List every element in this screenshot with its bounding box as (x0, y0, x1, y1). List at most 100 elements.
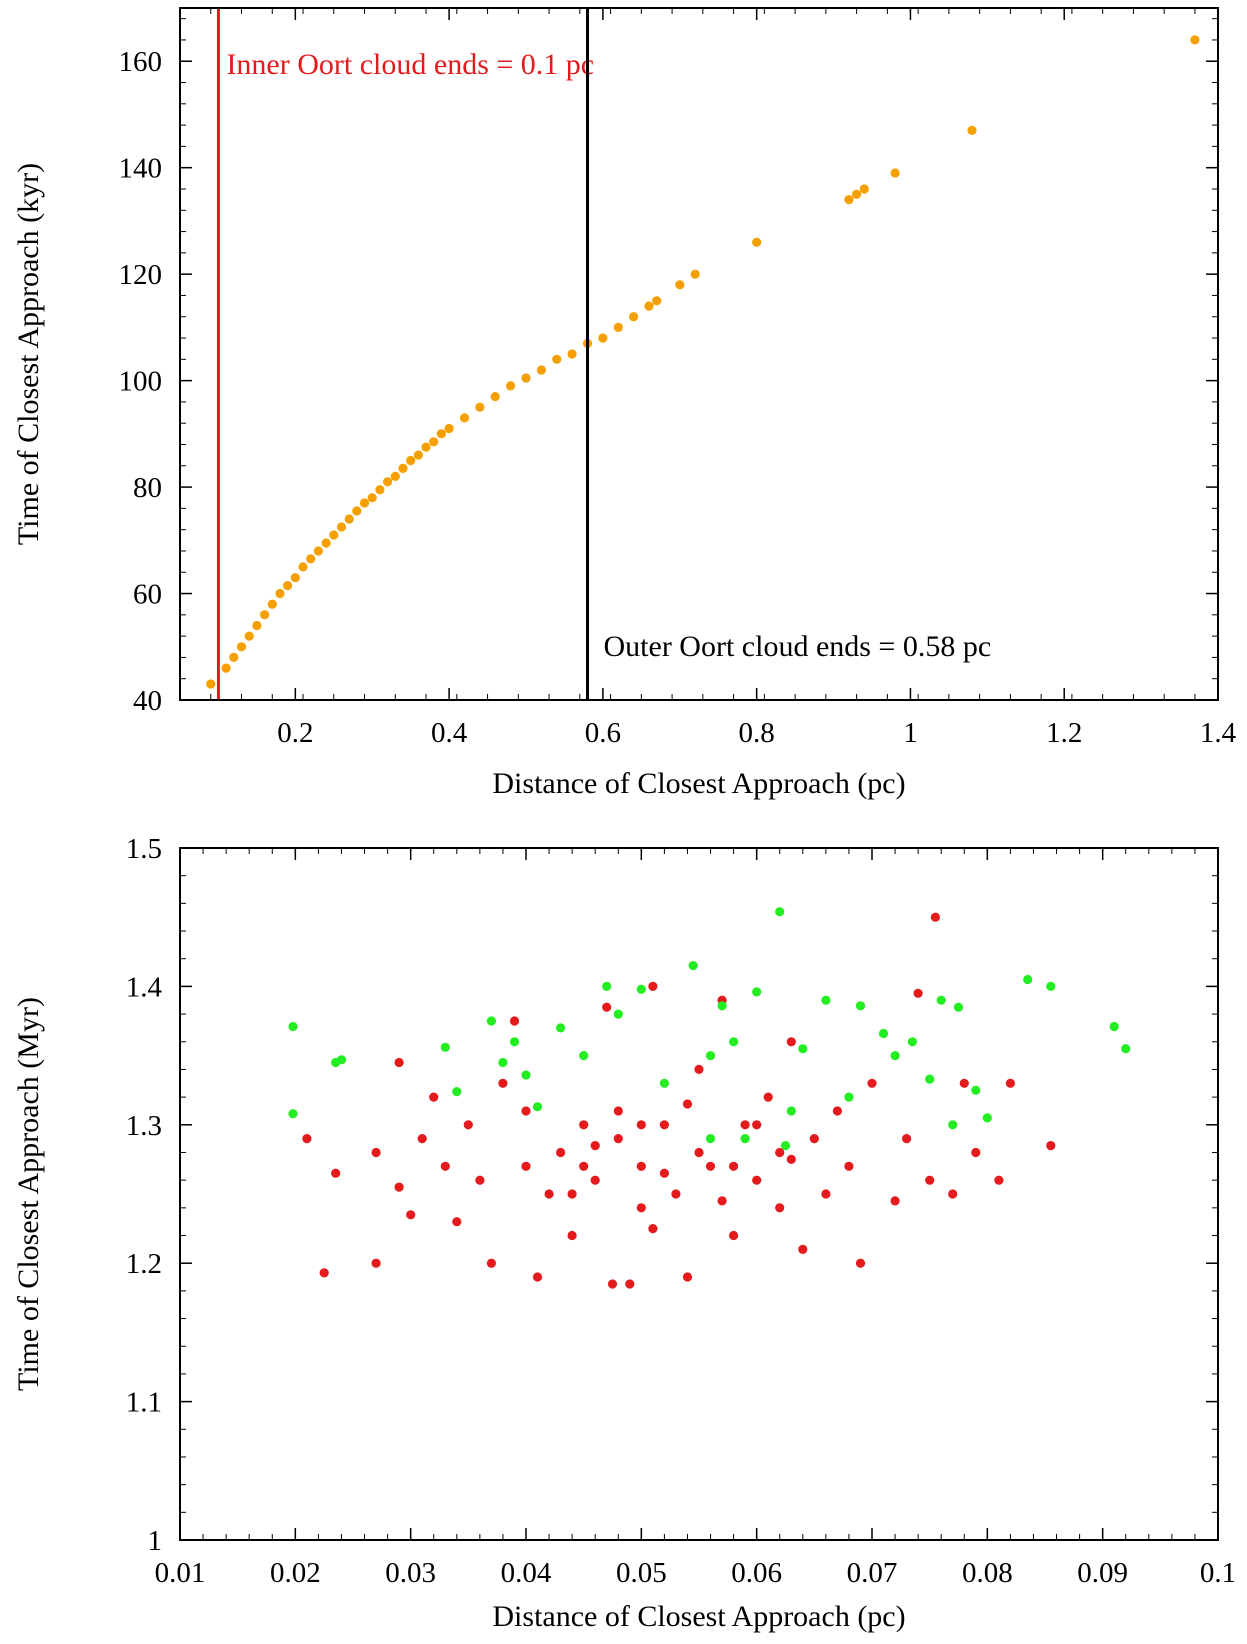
data-point (844, 1161, 854, 1171)
data-point (436, 429, 446, 439)
data-point (971, 1147, 981, 1158)
points-group (206, 35, 1200, 689)
data-point (613, 1106, 623, 1116)
data-point (959, 1078, 969, 1088)
data-point (579, 1051, 589, 1061)
x-tick-label: 0.1 (1200, 1557, 1236, 1589)
data-point (556, 1147, 566, 1158)
data-point (302, 1134, 312, 1144)
data-point (440, 1161, 450, 1171)
data-point (498, 1078, 508, 1088)
data-point (682, 1099, 693, 1109)
data-point (948, 1189, 958, 1199)
data-point (694, 1147, 704, 1158)
data-point (913, 988, 923, 998)
data-point (729, 1230, 739, 1241)
data-point (444, 423, 454, 434)
data-point (319, 1268, 329, 1278)
data-point (275, 588, 285, 599)
data-point (298, 562, 308, 572)
data-point (930, 912, 941, 922)
data-point (344, 514, 354, 524)
data-point (283, 581, 293, 591)
x-tick-label: 0.03 (385, 1557, 436, 1589)
data-point (953, 1002, 964, 1012)
data-point (982, 1113, 992, 1123)
data-point (878, 1028, 889, 1039)
data-point (936, 995, 946, 1005)
data-point (544, 1189, 554, 1199)
chart-distance-vs-time-myr: 0.01 0.02 0.03 0.04 0.05 0.06 0.07 0.08 0.09 0.1 1… (12, 833, 1236, 1633)
data-point (688, 961, 698, 971)
data-point (971, 1085, 981, 1095)
data-point (636, 1161, 646, 1171)
data-point (786, 1037, 796, 1047)
data-point (390, 471, 400, 481)
data-point (486, 1258, 496, 1268)
data-point (671, 1189, 681, 1199)
data-point (1109, 1021, 1119, 1032)
data-point (406, 455, 416, 466)
y-tick-label: 1.1 (126, 1387, 162, 1419)
y-tick-label: 60 (133, 579, 162, 611)
data-point (567, 349, 577, 359)
data-point (509, 1037, 520, 1047)
data-point (682, 1272, 693, 1282)
data-point (398, 463, 408, 473)
data-point (867, 1078, 877, 1088)
y-tick-label: 100 (119, 366, 163, 398)
reference-line-label: Outer Oort cloud ends = 0.58 pc (604, 630, 992, 663)
data-point (659, 1168, 670, 1178)
x-tick-label: 0.08 (962, 1557, 1013, 1589)
plot-frame (179, 847, 1219, 1541)
data-point (313, 546, 323, 556)
data-point (648, 981, 658, 992)
data-point (636, 1120, 646, 1130)
data-point (475, 1175, 485, 1185)
data-point (206, 679, 216, 689)
data-point (440, 1042, 450, 1052)
data-point (690, 269, 700, 279)
data-point (636, 984, 646, 994)
data-point (486, 1016, 496, 1026)
data-point (498, 1057, 508, 1068)
data-point (775, 907, 785, 917)
data-point (521, 1161, 531, 1171)
data-point (740, 1134, 750, 1144)
data-point (890, 1196, 900, 1206)
data-point (288, 1021, 298, 1032)
data-point (859, 184, 869, 194)
data-point (705, 1161, 716, 1171)
plot-frame (179, 7, 1219, 701)
x-tick-label: 0.02 (270, 1557, 321, 1589)
data-point (552, 354, 562, 364)
x-tick-label: 0.6 (585, 717, 621, 749)
data-point (786, 1154, 796, 1164)
data-point (694, 1064, 704, 1074)
data-point (675, 280, 685, 290)
data-point (1023, 974, 1033, 985)
x-tick-label: 0.2 (277, 717, 313, 749)
y-tick-label: 140 (119, 153, 163, 185)
data-point (752, 237, 762, 247)
data-point (336, 1055, 347, 1065)
data-point (598, 333, 608, 343)
data-point (590, 1141, 600, 1151)
data-point (567, 1230, 577, 1241)
data-point (855, 1001, 866, 1011)
data-point (821, 1189, 831, 1199)
data-point (521, 1070, 531, 1080)
data-point (375, 485, 385, 495)
x-tick-label: 0.05 (616, 1557, 667, 1589)
data-point (352, 506, 362, 516)
data-point (994, 1175, 1004, 1185)
data-point (613, 1009, 623, 1019)
data-point (236, 642, 247, 652)
data-point (288, 1109, 298, 1119)
data-point (844, 1092, 854, 1102)
data-point (821, 995, 831, 1005)
data-point (394, 1057, 404, 1068)
data-point (602, 981, 612, 992)
data-point (394, 1182, 404, 1192)
